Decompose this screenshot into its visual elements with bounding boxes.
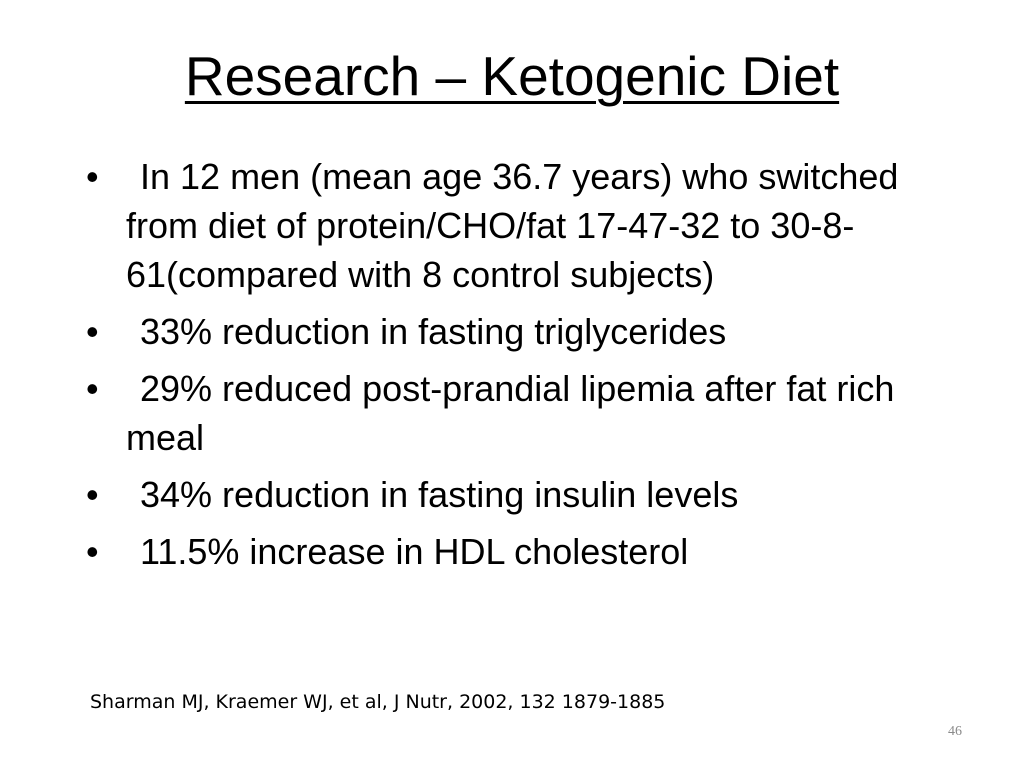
bullet-icon: • — [86, 311, 99, 352]
list-item: • 29% reduced post-prandial lipemia afte… — [86, 364, 956, 462]
list-item: • 33% reduction in fasting triglycerides — [86, 307, 956, 356]
bullet-icon: • — [86, 368, 99, 409]
bullet-icon: • — [86, 474, 99, 515]
bullet-list: • In 12 men (mean age 36.7 years) who sw… — [86, 152, 956, 584]
list-item: • 11.5% increase in HDL cholesterol — [86, 527, 956, 576]
bullet-icon: • — [86, 156, 99, 197]
slide-title-text: Research – Ketogenic Diet — [184, 45, 840, 107]
bullet-text: 34% reduction in fasting insulin levels — [140, 474, 739, 515]
bullet-text: 29% reduced post-prandial lipemia after … — [126, 368, 895, 458]
bullet-text: 33% reduction in fasting triglycerides — [140, 311, 727, 352]
bullet-text: 11.5% increase in HDL cholesterol — [140, 531, 689, 572]
list-item: • 34% reduction in fasting insulin level… — [86, 470, 956, 519]
slide-title: Research – Ketogenic Diet — [0, 40, 1024, 112]
page-number: 46 — [948, 724, 962, 739]
citation: Sharman MJ, Kraemer WJ, et al, J Nutr, 2… — [90, 691, 666, 713]
list-item: • In 12 men (mean age 36.7 years) who sw… — [86, 152, 956, 299]
bullet-text: In 12 men (mean age 36.7 years) who swit… — [126, 156, 899, 295]
bullet-icon: • — [86, 531, 99, 572]
